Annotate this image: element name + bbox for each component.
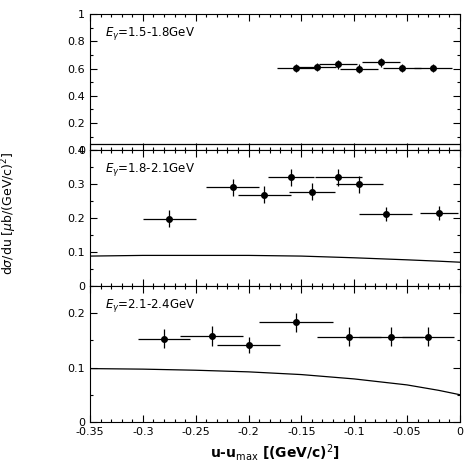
X-axis label: u-u$_{\rm max}$ [(GeV/c)$^2$]: u-u$_{\rm max}$ [(GeV/c)$^2$]	[210, 442, 340, 463]
Text: d$\sigma$/du [$\mu$b/(GeV/c)$^2$]: d$\sigma$/du [$\mu$b/(GeV/c)$^2$]	[0, 152, 19, 275]
Text: $E_\gamma$=1.8-2.1GeV: $E_\gamma$=1.8-2.1GeV	[105, 161, 195, 178]
Text: $E_\gamma$=1.5-1.8GeV: $E_\gamma$=1.5-1.8GeV	[105, 25, 195, 42]
Text: $E_\gamma$=2.1-2.4GeV: $E_\gamma$=2.1-2.4GeV	[105, 297, 195, 314]
